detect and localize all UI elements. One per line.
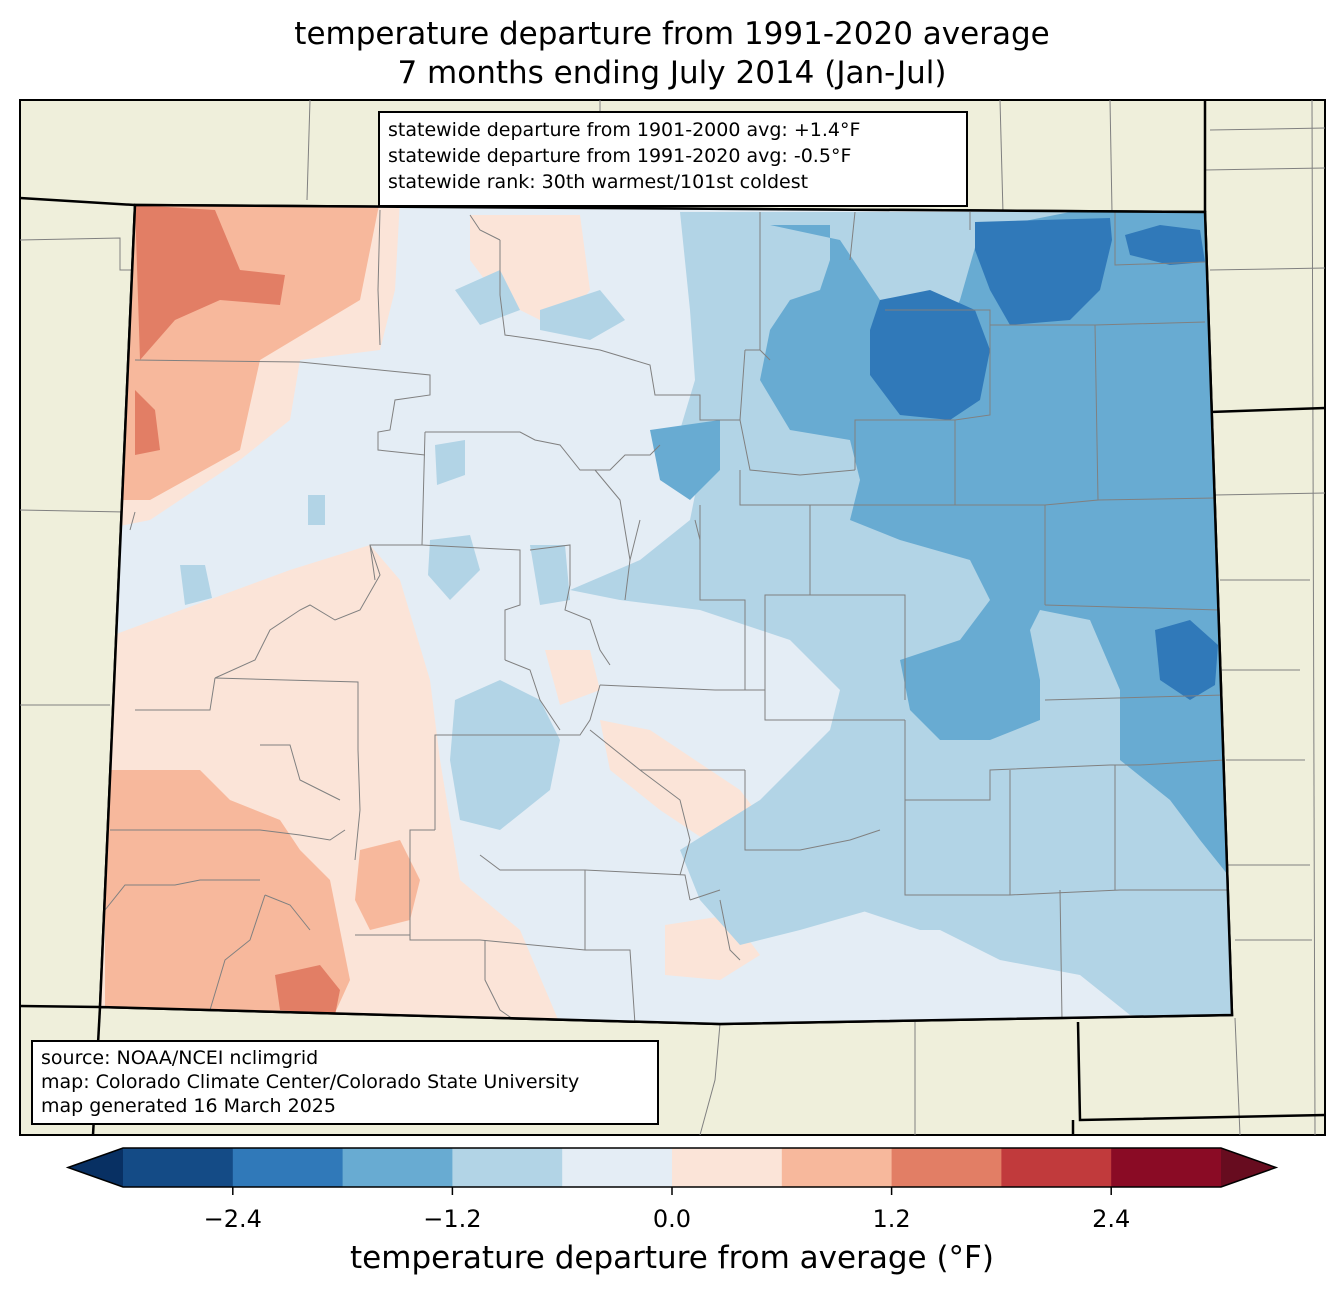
cold-core-east [1155, 620, 1218, 700]
colorbar-bin [123, 1148, 234, 1187]
stats-departure-1901-2000: statewide departure from 1901-2000 avg: … [388, 119, 861, 141]
colorado-county-lines [104, 209, 1230, 1024]
warm-core-northwest [135, 205, 285, 360]
colorbar [65, 1147, 1279, 1195]
cold-core-northeast-2 [975, 218, 1112, 325]
colorbar-bin [891, 1148, 1002, 1187]
stats-departure-1991-2020: statewide departure from 1991-2020 avg: … [388, 145, 852, 167]
statewide-stats-box: statewide departure from 1901-2000 avg: … [378, 111, 968, 207]
colorbar-tick-label: −1.2 [423, 1205, 482, 1233]
source-line: source: NOAA/NCEI nclimgrid [41, 1047, 319, 1069]
colorbar-tick-label: 1.2 [872, 1205, 911, 1233]
colorbar-tick-label: −2.4 [203, 1205, 262, 1233]
colorado-border [98, 203, 1234, 1026]
colorbar-bin [342, 1148, 453, 1187]
colorbar-bin [1001, 1148, 1112, 1187]
map-title: temperature departure from 1991-2020 ave… [294, 16, 1050, 52]
colorbar-bin [781, 1148, 893, 1187]
map-subtitle: 7 months ending July 2014 (Jan-Jul) [397, 55, 947, 91]
colorbar-outline [65, 1147, 1279, 1188]
map-credit-line: map: Colorado Climate Center/Colorado St… [41, 1071, 580, 1093]
colorbar-bin [672, 1148, 783, 1187]
stats-rank: statewide rank: 30th warmest/101st colde… [388, 171, 809, 193]
colorbar-under-arrow [68, 1148, 123, 1187]
colorbar-tick-label: 0.0 [652, 1205, 692, 1233]
colorbar-bin [232, 1148, 344, 1187]
neighbor-county-lines [19, 99, 1326, 1136]
colorbar-bin [452, 1148, 563, 1187]
colorbar-over-arrow [1221, 1148, 1276, 1187]
cold-core-northeast-1 [870, 290, 990, 420]
source-box: source: NOAA/NCEI nclimgrid map: Colorad… [31, 1040, 659, 1125]
colorbar-tick-label: 2.4 [1092, 1205, 1131, 1233]
colorbar-label: temperature departure from average (°F) [350, 1240, 994, 1276]
colorbar-bin [562, 1148, 673, 1187]
colorbar-bin [1111, 1148, 1222, 1187]
temperature-departure-field [100, 205, 1232, 1024]
map-generated-line: map generated 16 March 2025 [41, 1095, 336, 1117]
